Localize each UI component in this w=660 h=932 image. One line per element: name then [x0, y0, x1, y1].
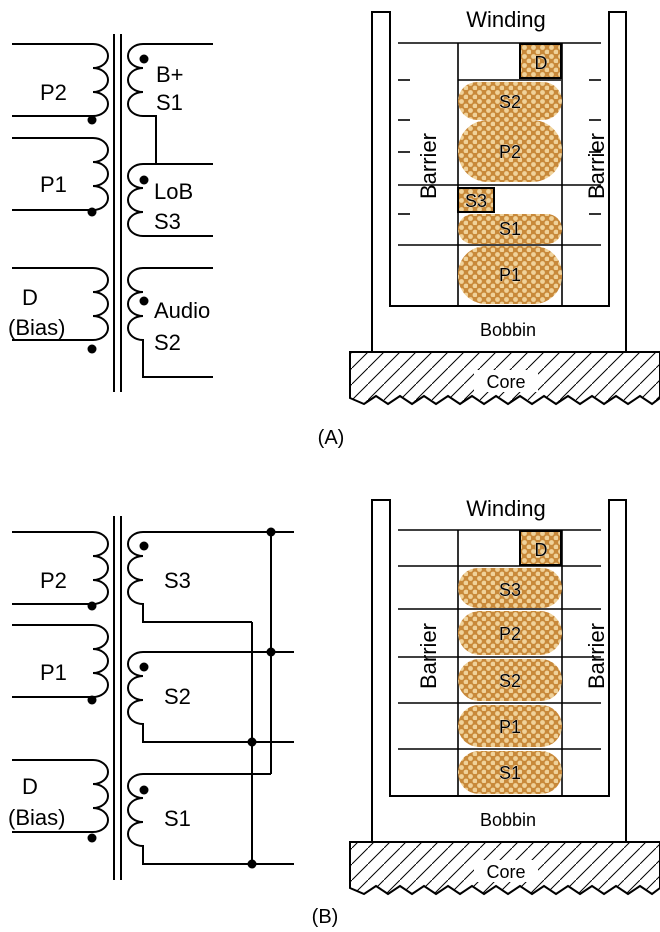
winding-p2-b — [12, 531, 109, 605]
label-d-b: D — [22, 774, 38, 799]
bobbin-label-b: Bobbin — [480, 810, 536, 830]
winding-bias-a — [12, 267, 109, 341]
dot-s1-b — [139, 785, 149, 795]
barrier-label-a-left: Barrier — [416, 133, 441, 199]
bobbin-label-a: Bobbin — [480, 320, 536, 340]
label-bias-a: (Bias) — [8, 315, 65, 340]
winding-s2-b — [127, 651, 213, 743]
layer-label-s1-a: S1 — [499, 219, 521, 239]
label-s2-a: S2 — [154, 330, 181, 355]
layer-label-p1-b: P1 — [499, 717, 521, 737]
winding-block-p2-b — [458, 611, 562, 655]
dot-bias-a — [87, 344, 97, 354]
dot-p2-b — [87, 601, 97, 611]
dot-s1-a — [139, 54, 149, 64]
panel-b: P2 P1 D (Bias) S3 S2 S1 — [8, 496, 660, 928]
dot-s2-b — [139, 662, 149, 672]
winding-block-p1-a — [458, 246, 562, 304]
label-bias-b: (Bias) — [8, 805, 65, 830]
core-label-a: Core — [486, 372, 525, 392]
cross-section-b: D S3 P2 S2 P1 S1 Winding Barrier Barrier… — [349, 496, 660, 896]
winding-block-s3-b — [458, 568, 562, 608]
dot-p2-a — [87, 115, 97, 125]
dot-s2-a — [139, 296, 149, 306]
label-p1-a: P1 — [40, 172, 67, 197]
winding-block-s1-a — [458, 214, 562, 244]
winding-p2-a — [12, 43, 109, 117]
layer-label-d-b: D — [535, 540, 548, 560]
winding-s1-b — [127, 773, 213, 865]
label-p1-b: P1 — [40, 660, 67, 685]
winding-title-b: Winding — [466, 496, 545, 521]
schematic-a: P2 P1 D (Bias) B+ S1 LoB S3 Audio S2 — [8, 34, 213, 392]
label-s1-b: S1 — [164, 806, 191, 831]
layer-label-p1-a: P1 — [499, 265, 521, 285]
label-s3-a: S3 — [154, 209, 181, 234]
dot-p1-b — [87, 695, 97, 705]
label-s3-b: S3 — [164, 568, 191, 593]
label-d-a: D — [22, 285, 38, 310]
winding-p1-a — [12, 137, 109, 211]
winding-block-s3-a — [457, 187, 495, 213]
schematic-b: P2 P1 D (Bias) S3 S2 S1 — [8, 516, 294, 880]
label-audio-a: Audio — [154, 298, 210, 323]
barrier-label-b-right: Barrier — [584, 623, 609, 689]
layer-label-p2-a: P2 — [499, 142, 521, 162]
winding-s3-a — [127, 163, 213, 237]
layer-label-s2-b: S2 — [499, 671, 521, 691]
winding-block-d-b — [519, 530, 562, 566]
caption-b: (B) — [312, 906, 339, 928]
winding-s3-b — [127, 531, 213, 623]
winding-p1-b — [12, 624, 109, 698]
core-label-bg-b — [474, 860, 538, 882]
barrier-label-a-right: Barrier — [584, 133, 609, 199]
junction-b-4 — [247, 859, 257, 869]
panel-a: P2 P1 D (Bias) B+ S1 LoB S3 Audio S2 — [8, 7, 660, 449]
winding-block-s2-b — [458, 659, 562, 701]
dot-bias-b — [87, 833, 97, 843]
core-label-bg-a — [474, 370, 538, 392]
layer-label-d-a: D — [535, 53, 548, 73]
layer-label-s1-b: S1 — [499, 763, 521, 783]
winding-block-d-a — [519, 43, 562, 79]
label-s1-a: S1 — [156, 90, 183, 115]
dot-s3-b — [139, 541, 149, 551]
label-lob-a: LoB — [154, 179, 193, 204]
core-label-b: Core — [486, 862, 525, 882]
label-p2-a: P2 — [40, 80, 67, 105]
layer-label-p2-b: P2 — [499, 624, 521, 644]
layer-label-s2-a: S2 — [499, 92, 521, 112]
caption-a: (A) — [318, 427, 345, 449]
junction-b-2 — [266, 647, 276, 657]
layer-label-s3-b: S3 — [499, 580, 521, 600]
winding-block-p2-a — [458, 120, 562, 182]
junction-b-3 — [247, 737, 257, 747]
barrier-label-b-left: Barrier — [416, 623, 441, 689]
junction-b-1 — [266, 527, 276, 537]
dot-p1-a — [87, 207, 97, 217]
winding-block-p1-b — [458, 705, 562, 747]
winding-block-s1-b — [458, 751, 562, 794]
winding-title-a: Winding — [466, 7, 545, 32]
cross-section-a: D S2 P2 S3 S1 P1 Winding Barrier Barrier… — [349, 7, 660, 406]
winding-s1-a — [127, 43, 213, 165]
dot-s3-a — [139, 175, 149, 185]
winding-s2-a — [127, 267, 213, 378]
layer-label-s3-a: S3 — [465, 191, 487, 211]
label-bplus-a: B+ — [156, 62, 184, 87]
winding-block-s2-a — [458, 82, 562, 120]
label-s2-b: S2 — [164, 684, 191, 709]
label-p2-b: P2 — [40, 568, 67, 593]
winding-bias-b — [12, 759, 109, 833]
